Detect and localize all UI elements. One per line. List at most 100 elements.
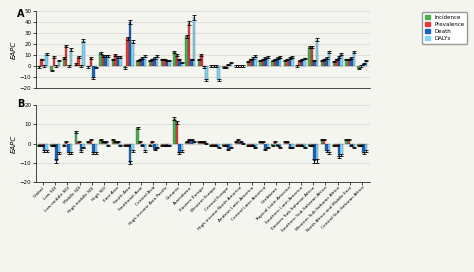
Bar — [175, 122, 178, 144]
Bar — [365, 144, 367, 151]
Bar — [274, 142, 276, 144]
Bar — [92, 66, 94, 78]
Bar — [350, 58, 353, 66]
Bar — [90, 140, 92, 144]
Bar — [335, 144, 338, 146]
Bar — [308, 144, 311, 146]
Bar — [100, 53, 102, 66]
Bar — [225, 66, 227, 67]
Bar — [311, 47, 313, 66]
Bar — [178, 59, 181, 66]
Bar — [345, 59, 347, 66]
Bar — [181, 63, 183, 66]
Bar — [161, 59, 164, 66]
Bar — [320, 140, 323, 144]
Bar — [227, 144, 230, 149]
Bar — [161, 144, 164, 146]
Bar — [289, 58, 291, 66]
Bar — [87, 66, 90, 67]
Bar — [266, 57, 269, 66]
Bar — [70, 144, 73, 153]
Bar — [124, 144, 127, 146]
Bar — [127, 38, 129, 66]
Bar — [193, 17, 195, 66]
Bar — [151, 142, 154, 144]
Bar — [345, 140, 347, 144]
Bar — [102, 142, 104, 144]
Bar — [164, 144, 166, 146]
Bar — [284, 142, 286, 144]
Bar — [154, 144, 156, 149]
Bar — [141, 58, 144, 66]
Bar — [360, 144, 362, 146]
Bar — [55, 144, 58, 161]
Bar — [249, 144, 252, 146]
Bar — [279, 144, 281, 147]
Bar — [276, 58, 279, 66]
Bar — [350, 144, 353, 146]
Bar — [164, 59, 166, 66]
Bar — [40, 59, 43, 66]
Bar — [272, 60, 274, 66]
Bar — [316, 144, 318, 161]
Bar — [53, 57, 55, 66]
Text: B: B — [17, 99, 25, 109]
Bar — [154, 58, 156, 66]
Bar — [188, 140, 191, 144]
Bar — [131, 144, 134, 151]
Bar — [40, 144, 43, 146]
Bar — [340, 144, 343, 155]
Bar — [279, 57, 281, 66]
Legend: Incidence, Prevalence, Death, DALYs: Incidence, Prevalence, Death, DALYs — [422, 12, 467, 44]
Bar — [119, 144, 121, 146]
Bar — [252, 58, 254, 66]
Bar — [323, 140, 326, 144]
Bar — [188, 23, 191, 66]
Bar — [202, 66, 205, 67]
Bar — [137, 60, 139, 66]
Bar — [210, 144, 212, 146]
Bar — [127, 144, 129, 146]
Text: A: A — [17, 9, 25, 19]
Bar — [131, 42, 134, 66]
Bar — [362, 144, 365, 153]
Bar — [90, 58, 92, 66]
Bar — [63, 58, 65, 66]
Bar — [247, 144, 249, 146]
Bar — [178, 144, 181, 153]
Bar — [200, 55, 202, 66]
Bar — [254, 56, 257, 66]
Bar — [107, 144, 109, 146]
Bar — [94, 144, 97, 153]
Bar — [338, 144, 340, 157]
Bar — [144, 144, 146, 151]
Bar — [67, 144, 70, 153]
Bar — [266, 144, 269, 147]
Bar — [230, 144, 232, 147]
Bar — [218, 66, 220, 80]
Bar — [94, 66, 97, 67]
Bar — [173, 119, 175, 144]
Bar — [357, 66, 360, 68]
Bar — [168, 144, 171, 146]
Bar — [291, 144, 293, 147]
Bar — [114, 142, 117, 144]
Bar — [301, 59, 303, 66]
Bar — [137, 128, 139, 144]
Bar — [166, 144, 168, 146]
Bar — [222, 66, 225, 67]
Bar — [107, 56, 109, 66]
Bar — [296, 144, 299, 146]
Bar — [50, 144, 53, 146]
Bar — [347, 59, 350, 66]
Bar — [200, 142, 202, 144]
Bar — [262, 59, 264, 66]
Bar — [38, 144, 40, 146]
Bar — [82, 144, 85, 147]
Bar — [198, 142, 200, 144]
Bar — [104, 56, 107, 66]
Bar — [50, 66, 53, 70]
Bar — [77, 142, 80, 144]
Bar — [264, 58, 266, 66]
Bar — [63, 144, 65, 146]
